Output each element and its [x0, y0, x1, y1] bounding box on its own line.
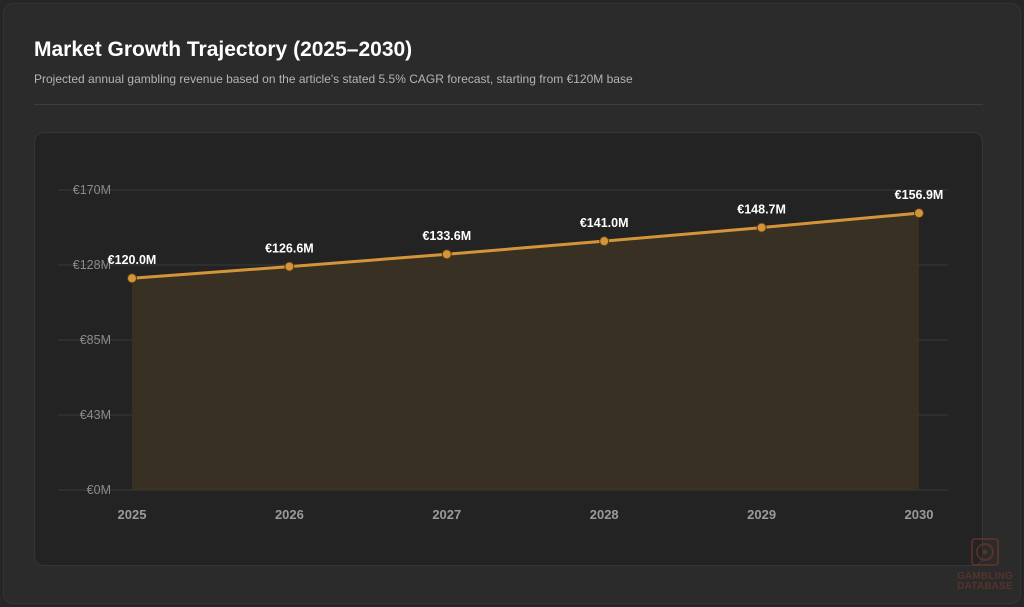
- x-tick-label: 2025: [118, 507, 147, 522]
- series-line: [131, 211, 920, 280]
- data-point[interactable]: [127, 273, 137, 284]
- x-axis-ticks: 2025 2026 2027 2028 2029 2030: [118, 507, 934, 522]
- data-label: €148.7M: [737, 203, 786, 217]
- data-point[interactable]: [284, 261, 295, 272]
- watermark-line1: GAMBLING: [956, 571, 1014, 582]
- y-tick-label: €85M: [80, 333, 111, 347]
- y-tick-label: €128M: [73, 258, 111, 272]
- series-line-path: [131, 211, 920, 280]
- x-tick-label: 2029: [747, 507, 776, 522]
- data-points: [127, 208, 924, 284]
- series-area: [132, 213, 919, 490]
- header-divider: [34, 104, 983, 105]
- y-tick-label: €170M: [73, 183, 111, 197]
- x-tick-label: 2027: [432, 507, 461, 522]
- x-tick-label: 2026: [275, 507, 304, 522]
- data-point[interactable]: [756, 222, 767, 233]
- x-tick-label: 2030: [905, 507, 934, 522]
- data-label: €141.0M: [580, 216, 629, 230]
- data-point[interactable]: [599, 236, 610, 247]
- y-tick-label: €43M: [80, 408, 111, 422]
- y-axis-ticks: €0M €43M €85M €128M €170M: [73, 183, 111, 497]
- watermark-line2: DATABASE: [957, 581, 1013, 592]
- data-labels: €120.0M €126.6M €133.6M €141.0M €148.7M €156.…: [108, 188, 944, 267]
- page-subtitle: Projected annual gambling revenue based …: [34, 72, 633, 86]
- watermark-logo: GAMBLING DATABASE: [950, 537, 1020, 605]
- x-tick-label: 2028: [590, 507, 619, 522]
- y-tick-label: €0M: [87, 483, 111, 497]
- dice-icon: [971, 538, 999, 566]
- data-label: €156.9M: [895, 188, 944, 202]
- data-label: €126.6M: [265, 242, 314, 256]
- data-point[interactable]: [441, 249, 452, 260]
- area-fill: [132, 213, 919, 490]
- data-label: €133.6M: [422, 229, 471, 243]
- page-title: Market Growth Trajectory (2025–2030): [34, 38, 413, 61]
- data-point[interactable]: [914, 208, 924, 219]
- data-label: €120.0M: [108, 253, 157, 267]
